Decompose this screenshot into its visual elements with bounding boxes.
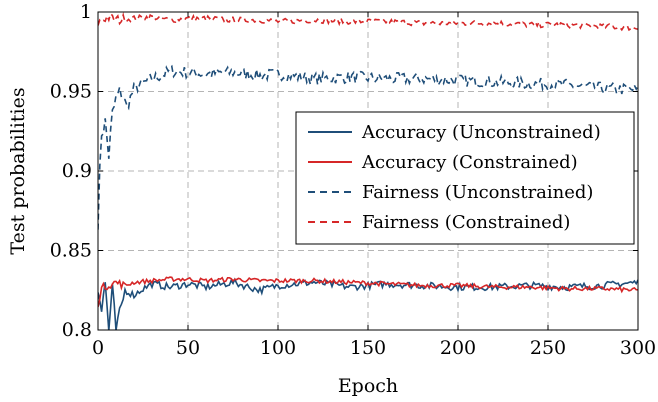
y-axis-title: Test probabilities xyxy=(7,87,29,254)
series-line-fairness-constrained xyxy=(98,12,638,32)
legend-label: Accuracy (Constrained) xyxy=(361,152,578,173)
y-tick-label: 0.85 xyxy=(50,240,92,262)
legend-label: Accuracy (Unconstrained) xyxy=(361,122,601,143)
series-line-accuracy-constrained xyxy=(98,276,638,308)
x-axis: 0 50 100 150 200 250 300 xyxy=(92,12,656,359)
x-tick-label: 0 xyxy=(92,337,104,359)
x-tick-label: 100 xyxy=(260,337,296,359)
y-tick-label: 1 xyxy=(80,1,92,23)
x-axis-title: Epoch xyxy=(338,375,398,397)
legend-label: Fairness (Constrained) xyxy=(362,212,570,233)
legend-label: Fairness (Unconstrained) xyxy=(362,182,593,203)
x-tick-label: 200 xyxy=(440,337,476,359)
series-layer xyxy=(98,12,638,330)
series-line-fairness-unconstrained xyxy=(98,64,638,230)
y-tick-label: 0.9 xyxy=(62,160,92,182)
y-axis: 0.8 0.85 0.9 0.95 1 xyxy=(50,1,638,341)
legend-box xyxy=(295,111,635,245)
y-tick-label: 0.95 xyxy=(50,81,92,103)
x-tick-label: 300 xyxy=(620,337,656,359)
x-tick-label: 150 xyxy=(350,337,386,359)
x-tick-label: 50 xyxy=(176,337,200,359)
legend: Accuracy (Unconstrained) Accuracy (Constr… xyxy=(295,111,635,245)
y-tick-label: 0.8 xyxy=(62,319,92,341)
x-tick-label: 250 xyxy=(530,337,566,359)
